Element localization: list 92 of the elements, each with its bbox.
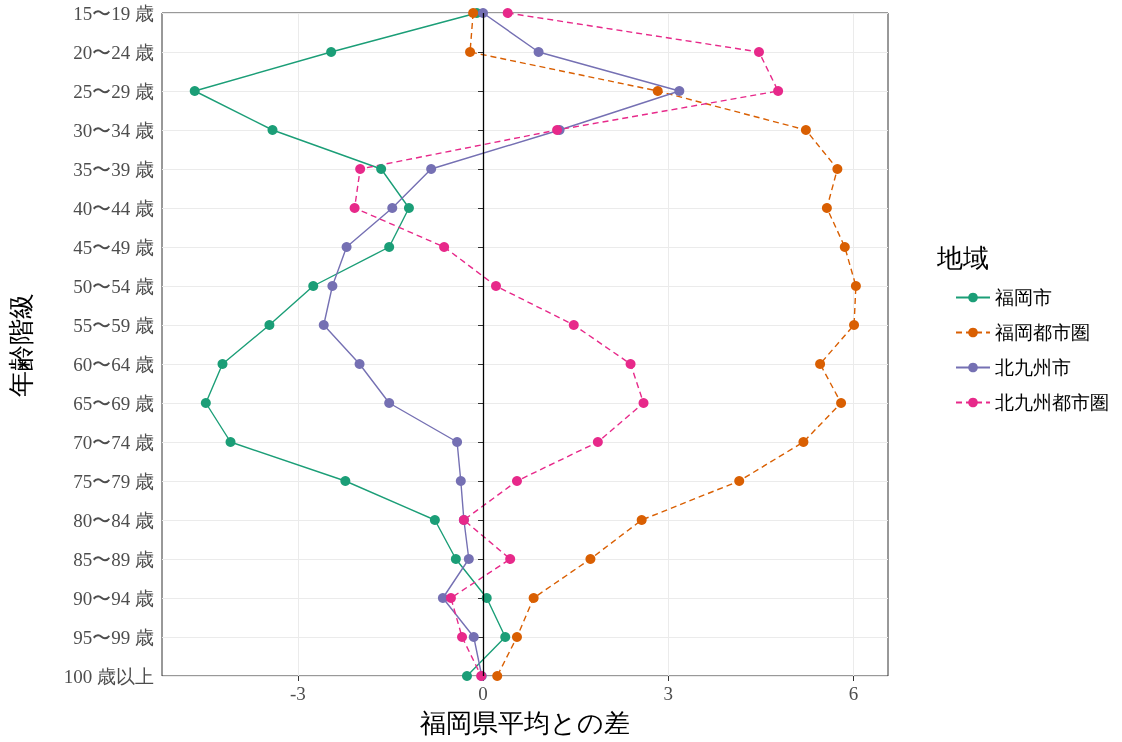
y-tick-label: 60〜64 歳: [73, 353, 154, 375]
point: [773, 86, 784, 96]
y-tick-label: 90〜94 歳: [73, 587, 154, 609]
point: [849, 320, 860, 330]
point: [625, 359, 636, 369]
point: [798, 437, 809, 447]
point: [340, 476, 351, 486]
x-tick-label: -3: [289, 683, 306, 704]
point: [636, 515, 647, 525]
point: [445, 593, 456, 603]
point: [753, 47, 764, 57]
point: [839, 242, 850, 252]
point: [511, 632, 522, 642]
point: [455, 476, 466, 486]
x-tick-label: 0: [478, 683, 488, 704]
point: [450, 554, 461, 564]
point: [674, 86, 685, 96]
point: [490, 281, 501, 291]
point: [734, 476, 745, 486]
point: [481, 593, 492, 603]
point: [568, 320, 579, 330]
point: [652, 86, 663, 96]
point: [832, 164, 843, 174]
point: [821, 203, 832, 213]
point: [225, 437, 236, 447]
point: [384, 398, 395, 408]
y-tick-label: 75〜79 歳: [73, 470, 154, 492]
y-tick-label: 50〜54 歳: [73, 275, 154, 297]
y-tick-label: 30〜34 歳: [73, 119, 154, 141]
y-axis-title: 年齢階級: [6, 292, 36, 397]
point: [492, 671, 503, 681]
point: [384, 242, 395, 252]
point: [850, 281, 861, 291]
point: [189, 86, 200, 96]
point: [836, 398, 847, 408]
point: [403, 203, 414, 213]
y-tick-label: 70〜74 歳: [73, 431, 154, 453]
y-tick-label: 55〜59 歳: [73, 314, 154, 336]
point: [264, 320, 275, 330]
y-tick-label: 15〜19 歳: [73, 2, 154, 24]
y-tick-label: 40〜44 歳: [73, 197, 154, 219]
y-tick-label: 65〜69 歳: [73, 392, 154, 414]
point: [800, 125, 811, 135]
y-tick-label: 20〜24 歳: [73, 41, 154, 63]
point: [452, 437, 463, 447]
y-tick-label: 85〜89 歳: [73, 548, 154, 570]
point: [465, 47, 476, 57]
y-tick-label: 100 歳以上: [63, 665, 154, 687]
legend-label: 北九州市: [995, 357, 1071, 378]
legend-label: 福岡市: [995, 287, 1052, 308]
point: [502, 8, 513, 18]
point: [457, 632, 468, 642]
y-tick-label: 35〜39 歳: [73, 158, 154, 180]
point: [426, 164, 437, 174]
point: [461, 671, 472, 681]
point: [217, 359, 228, 369]
y-tick-label: 95〜99 歳: [73, 626, 154, 648]
point: [349, 203, 360, 213]
legend-label: 福岡都市圏: [995, 322, 1090, 343]
point: [376, 164, 387, 174]
point: [355, 164, 366, 174]
point: [511, 476, 522, 486]
point: [439, 242, 450, 252]
point: [387, 203, 398, 213]
point: [500, 632, 511, 642]
point: [528, 593, 539, 603]
legend-title: 地域: [936, 243, 989, 273]
y-tick-label: 45〜49 歳: [73, 236, 154, 258]
x-axis-title: 福岡県平均との差: [420, 708, 630, 738]
point: [318, 320, 329, 330]
x-tick-label: 3: [663, 683, 673, 704]
point: [267, 125, 278, 135]
point: [815, 359, 826, 369]
point: [308, 281, 319, 291]
point: [585, 554, 596, 564]
point: [468, 632, 479, 642]
point: [478, 8, 489, 18]
point: [533, 47, 544, 57]
point: [505, 554, 516, 564]
point: [638, 398, 649, 408]
point: [592, 437, 603, 447]
point: [429, 515, 440, 525]
x-tick-label: 6: [848, 683, 859, 704]
point: [354, 359, 365, 369]
point: [200, 398, 211, 408]
point: [463, 554, 474, 564]
point: [341, 242, 352, 252]
point: [326, 47, 337, 57]
y-tick-label: 25〜29 歳: [73, 80, 154, 102]
point: [327, 281, 338, 291]
y-tick-label: 80〜84 歳: [73, 509, 154, 531]
legend-label: 北九州都市圏: [995, 392, 1109, 413]
